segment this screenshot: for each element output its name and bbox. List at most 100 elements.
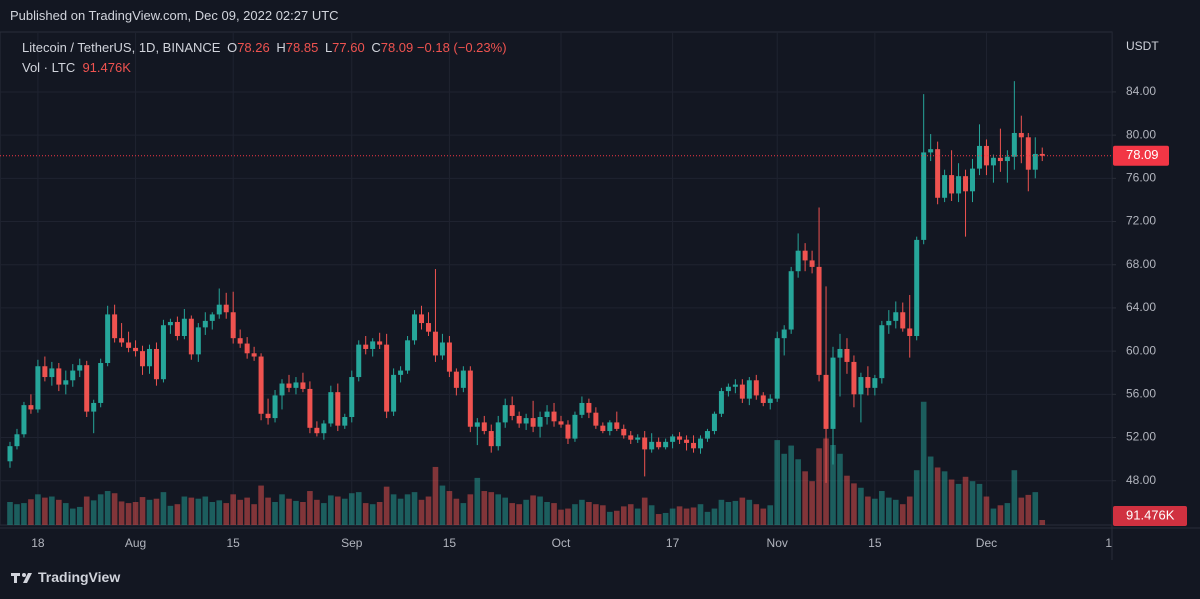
candle-body	[697, 438, 703, 449]
volume-bar	[272, 501, 278, 525]
volume-bar	[620, 506, 627, 525]
volume-bar	[607, 511, 613, 525]
candle-body	[704, 431, 710, 439]
candle-body	[49, 368, 55, 378]
volume-bar	[830, 445, 836, 525]
volume-bar	[537, 496, 543, 525]
volume-bar	[62, 503, 69, 525]
candle-body	[244, 343, 250, 354]
ohlc-line: Litecoin / TetherUS, 1D, BINANCE O78.26 …	[22, 38, 507, 58]
price-axis: 48.00 52.00 56.00 60.00 64.00 68.00 72.00 76.00…	[1112, 84, 1187, 526]
candle-body	[635, 437, 641, 440]
candle-body	[649, 441, 655, 450]
candle-body	[146, 348, 152, 367]
volume-bar	[28, 499, 34, 525]
candle-body	[1004, 156, 1010, 162]
volume-bar	[1011, 470, 1018, 525]
volume-bar	[83, 496, 90, 525]
volume-bar	[237, 499, 243, 525]
candle-body	[565, 424, 571, 439]
candle-body	[391, 374, 397, 412]
volume-bar	[913, 470, 920, 525]
candle-body	[921, 152, 927, 240]
volume-bar	[648, 505, 655, 525]
volume-bar	[49, 496, 55, 525]
candle-body	[537, 417, 543, 427]
volume-bar	[432, 466, 439, 525]
candle-body	[795, 250, 801, 272]
y-tick-label: 60.00	[1126, 343, 1156, 357]
change: −0.18 (−0.23%)	[416, 40, 507, 55]
volume-bar	[446, 491, 453, 525]
volume-bar	[906, 496, 913, 525]
candle-body	[614, 422, 620, 429]
volume-bar	[969, 481, 976, 525]
volume-bar	[14, 504, 20, 525]
volume-bar	[174, 504, 181, 525]
volume-bar	[1004, 503, 1011, 525]
volume-bar	[265, 497, 271, 525]
candle-body	[718, 391, 724, 414]
volume-bar	[383, 486, 390, 525]
candle-body	[119, 338, 125, 343]
candle-body	[188, 318, 194, 355]
volume-bar	[544, 501, 550, 525]
candle-body	[872, 378, 878, 388]
logo	[11, 573, 32, 583]
candle-body	[809, 260, 815, 267]
candle-body	[181, 318, 187, 337]
volume-bar	[300, 501, 306, 525]
volume-bar	[962, 476, 969, 525]
candle-body	[558, 421, 564, 425]
candle-body	[837, 348, 843, 358]
candle-body	[460, 370, 466, 388]
candle-body	[935, 149, 941, 198]
x-tick-label: 17	[666, 536, 680, 550]
candle-body	[56, 368, 62, 385]
volume-bar	[781, 453, 787, 525]
candle-body	[481, 422, 487, 432]
volume-bar	[362, 503, 369, 525]
candle-body	[398, 370, 404, 375]
candle-body	[321, 423, 327, 434]
volume-bar	[418, 499, 425, 525]
volume-bar	[195, 498, 202, 525]
candle-body	[195, 327, 201, 355]
volume-bar	[753, 504, 760, 525]
volume-bar	[139, 497, 146, 525]
candle-body	[579, 402, 585, 415]
volume-bar	[90, 500, 97, 525]
volume-bar	[355, 492, 362, 525]
volume-bar	[669, 508, 676, 525]
volume-tag-label: 91.476K	[1126, 507, 1175, 522]
candle-body	[495, 422, 501, 447]
candle-body	[488, 431, 494, 447]
volume-bar	[641, 497, 648, 525]
candle-body	[153, 348, 159, 380]
y-tick-label: 76.00	[1126, 171, 1156, 185]
candle-body	[544, 411, 550, 418]
volume-bar	[1039, 519, 1046, 525]
volume-bar	[376, 501, 383, 525]
y-tick-label: 56.00	[1126, 386, 1156, 400]
candle-body	[223, 304, 229, 313]
ohlc-key: O	[227, 40, 238, 55]
volume-bar	[795, 459, 801, 525]
candle-body	[900, 312, 906, 329]
volume-bar	[56, 499, 62, 525]
volume-bar	[460, 503, 467, 525]
candle-body	[63, 380, 69, 385]
candle-body	[886, 320, 892, 326]
volume-bar	[732, 500, 739, 525]
candle-body	[237, 338, 243, 344]
volume-bar	[97, 494, 104, 525]
candle-body	[412, 314, 418, 341]
candle-body	[174, 321, 180, 337]
candle-body	[258, 356, 264, 414]
time-axis: 18 Aug 15 Sep 15 Oct 17 Nov 15 Dec 19	[31, 536, 1112, 550]
candle-body	[942, 175, 948, 198]
volume-bar	[586, 501, 592, 525]
candle-body	[356, 344, 362, 378]
volume-bar	[341, 498, 348, 525]
